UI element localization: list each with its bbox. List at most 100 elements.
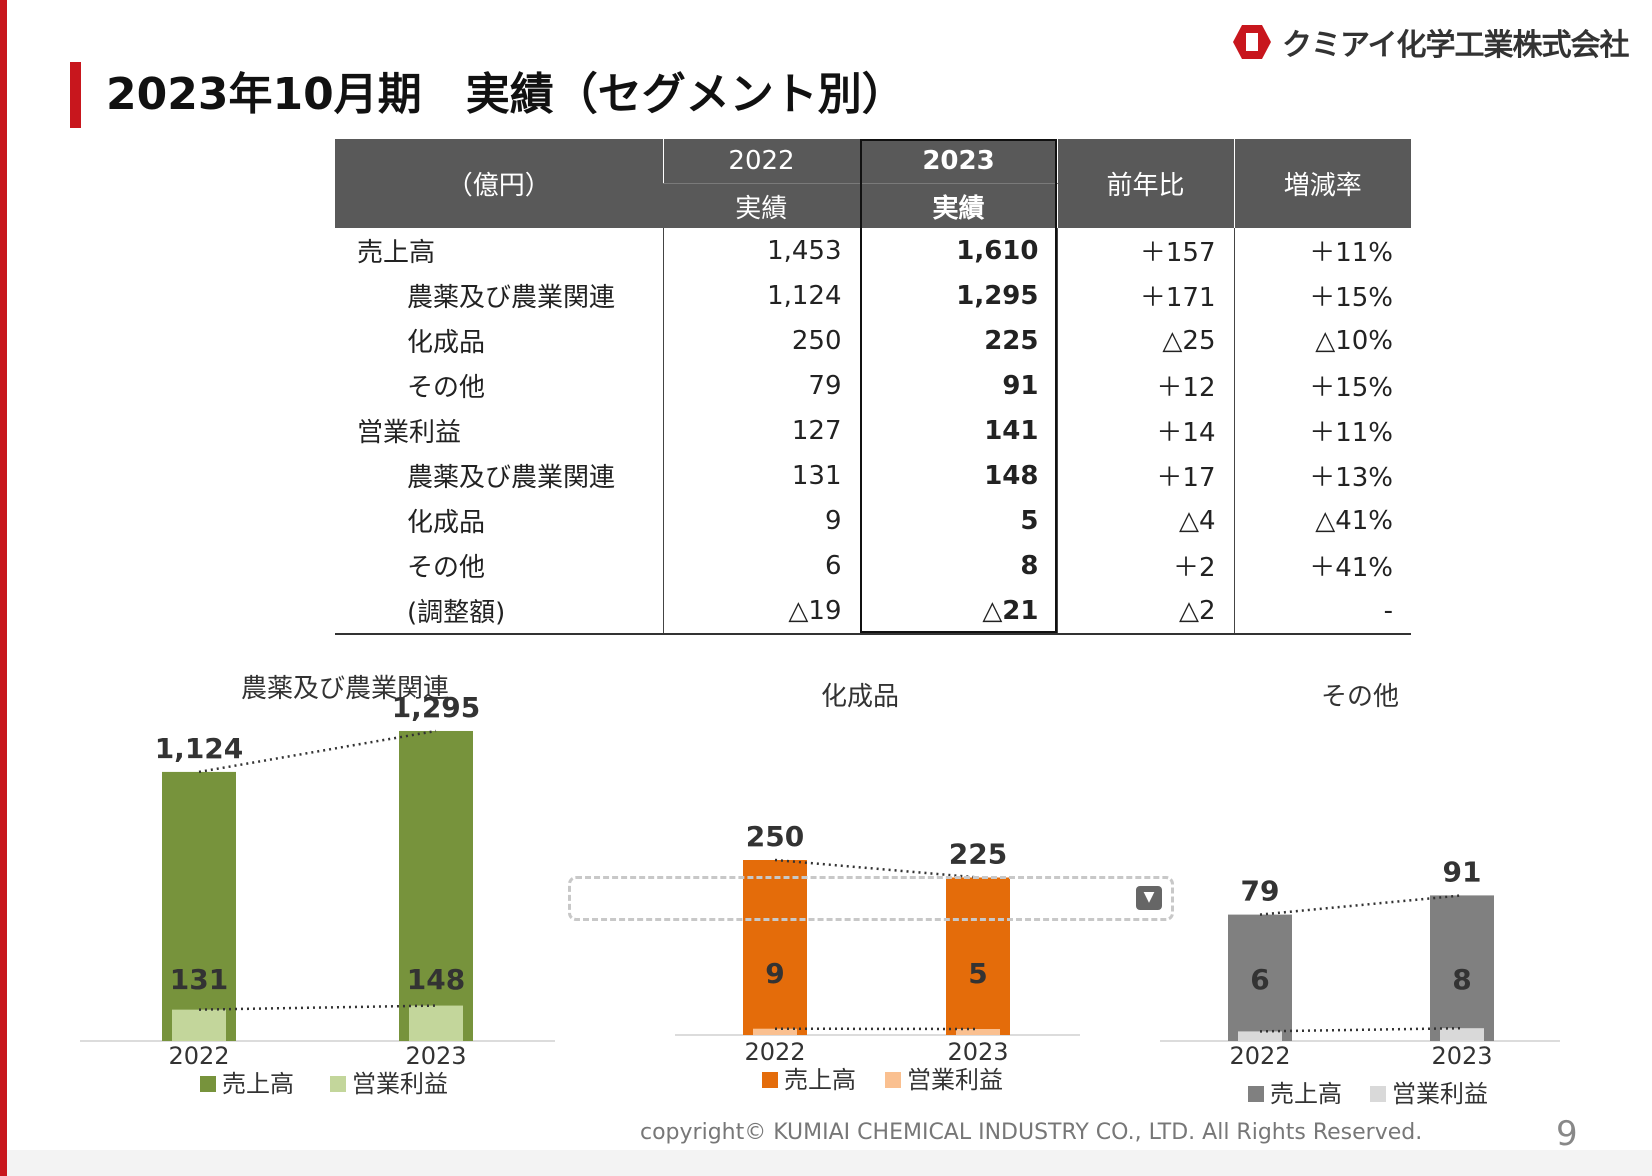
value-diff: ＋14: [1056, 408, 1234, 453]
other-sales-bar-2023: [1430, 895, 1494, 1041]
other-op-bar-2023: [1440, 1028, 1484, 1041]
table-row: 化成品 9 5 △4 △41%: [335, 498, 1411, 543]
value-rate: ＋41%: [1233, 543, 1411, 588]
title-accent-bar: [70, 62, 81, 128]
chart-title-chem: 化成品: [820, 682, 899, 712]
table-row: (調整額) △19 △21 △2 -: [335, 588, 1411, 635]
value-2023: 1,295: [859, 273, 1057, 318]
agri-op-bar-2022: [172, 1009, 226, 1041]
value-rate: △10%: [1233, 318, 1411, 363]
value-2022: 79: [662, 363, 860, 408]
value-2023: △21: [859, 588, 1057, 635]
value-diff: ＋157: [1056, 228, 1234, 273]
chart-title-other: その他: [1320, 682, 1399, 712]
chem-op-label-2022: 9: [765, 957, 784, 990]
page-title: 2023年10月期 実績（セグメント別）: [106, 69, 906, 120]
row-label: (調整額): [335, 588, 663, 635]
page-number: 9: [1556, 1114, 1578, 1154]
other-op-trend-line: [1259, 1026, 1463, 1033]
brand-edge-bar: [0, 0, 7, 1176]
other-sales-trend-line: [1259, 894, 1463, 916]
value-2022: 1,124: [662, 273, 860, 318]
value-2022: 250: [662, 318, 860, 363]
agri-legend-label-op: 営業利益: [352, 1070, 448, 1098]
row-label: その他: [407, 553, 486, 583]
value-diff: ＋171: [1056, 273, 1234, 318]
chem-op-label-2023: 5: [968, 957, 987, 990]
empty-placeholder-box[interactable]: [568, 876, 1174, 921]
other-legend-label-sales: 売上高: [1270, 1080, 1342, 1108]
other-sales-bar-2022: [1228, 914, 1292, 1041]
value-2023: 91: [859, 363, 1057, 408]
agri-op-label-2022: 131: [170, 963, 228, 996]
chem-category-label-2023: 2023: [947, 1038, 1008, 1066]
other-legend-swatch-sales: [1248, 1086, 1264, 1102]
copyright-text: copyright© KUMIAI CHEMICAL INDUSTRY CO.,…: [640, 1120, 1423, 1145]
header-2022-year: 2022: [662, 139, 860, 184]
chem-op-bar-2023: [956, 1029, 1000, 1035]
agri-legend-swatch-sales: [200, 1076, 216, 1092]
chem-sales-label-2023: 225: [949, 838, 1007, 871]
unit-header: （億円）: [335, 139, 663, 228]
chem-sales-label-2022: 250: [746, 820, 804, 853]
other-op-label-2023: 8: [1452, 963, 1471, 996]
row-label: その他: [407, 373, 486, 403]
row-label: 営業利益: [357, 418, 462, 448]
other-legend-swatch-op: [1370, 1086, 1386, 1102]
chem-legend-label-op: 営業利益: [907, 1066, 1003, 1094]
chem-category-label-2022: 2022: [744, 1038, 805, 1066]
chem-op-bar-2022: [753, 1028, 797, 1035]
value-rate: -: [1233, 588, 1411, 635]
agri-sales-label-2022: 1,124: [155, 732, 244, 765]
table-row: 化成品 250 225 △25 △10%: [335, 318, 1411, 363]
agri-sales-trend-line: [198, 729, 437, 774]
header-2022-actual: 実績: [663, 183, 860, 228]
agri-sales-bar-2022: [162, 771, 236, 1041]
value-2023: 141: [859, 408, 1057, 453]
chart-title-agri: 農薬及び農業関連: [240, 674, 449, 704]
header-2023-year: 2023: [859, 139, 1057, 184]
row-label: 農薬及び農業関連: [407, 283, 616, 313]
row-label: 化成品: [407, 508, 486, 538]
results-table: （億円） 2022 2023 前年比 増減率 実績 実績 売上高 1,453 1…: [335, 139, 1411, 635]
agri-op-label-2023: 148: [407, 963, 465, 996]
value-2023: 8: [859, 543, 1057, 588]
value-rate: ＋13%: [1233, 453, 1411, 498]
other-category-label-2022: 2022: [1229, 1042, 1290, 1070]
agri-sales-label-2023: 1,295: [392, 691, 481, 724]
footer-band: [7, 1150, 1652, 1176]
agri-category-label-2023: 2023: [405, 1042, 466, 1070]
chem-legend-swatch-sales: [762, 1072, 778, 1088]
logo-mark-icon: [1233, 25, 1271, 59]
value-rate: ＋15%: [1233, 273, 1411, 318]
table-row: 農薬及び農業関連 1,124 1,295 ＋171 ＋15%: [335, 273, 1411, 318]
value-rate: ＋11%: [1233, 408, 1411, 453]
agri-op-bar-2023: [409, 1005, 463, 1041]
value-diff: △4: [1056, 498, 1234, 543]
value-2022: 131: [662, 453, 860, 498]
row-label: 農薬及び農業関連: [407, 463, 616, 493]
chevron-down-icon[interactable]: ▼: [1136, 886, 1162, 910]
agri-legend-label-sales: 売上高: [222, 1070, 294, 1098]
other-sales-label-2023: 91: [1443, 855, 1482, 888]
table-row: その他 6 8 ＋2 ＋41%: [335, 543, 1411, 588]
chem-sales-trend-line: [774, 858, 979, 879]
header-2023-actual: 実績: [859, 183, 1057, 228]
value-diff: △25: [1056, 318, 1234, 363]
chem-legend-swatch-op: [885, 1072, 901, 1088]
value-2023: 225: [859, 318, 1057, 363]
value-2022: △19: [662, 588, 860, 635]
chem-legend-label-sales: 売上高: [784, 1066, 856, 1094]
other-legend-label-op: 営業利益: [1392, 1080, 1488, 1108]
other-op-label-2022: 6: [1250, 963, 1269, 996]
row-label: 売上高: [357, 238, 436, 268]
row-label: 化成品: [407, 328, 486, 358]
table-row: その他 79 91 ＋12 ＋15%: [335, 363, 1411, 408]
value-rate: ＋11%: [1233, 228, 1411, 273]
value-rate: ＋15%: [1233, 363, 1411, 408]
other-category-label-2023: 2023: [1431, 1042, 1492, 1070]
value-2022: 9: [662, 498, 860, 543]
value-2023: 1,610: [859, 228, 1057, 273]
